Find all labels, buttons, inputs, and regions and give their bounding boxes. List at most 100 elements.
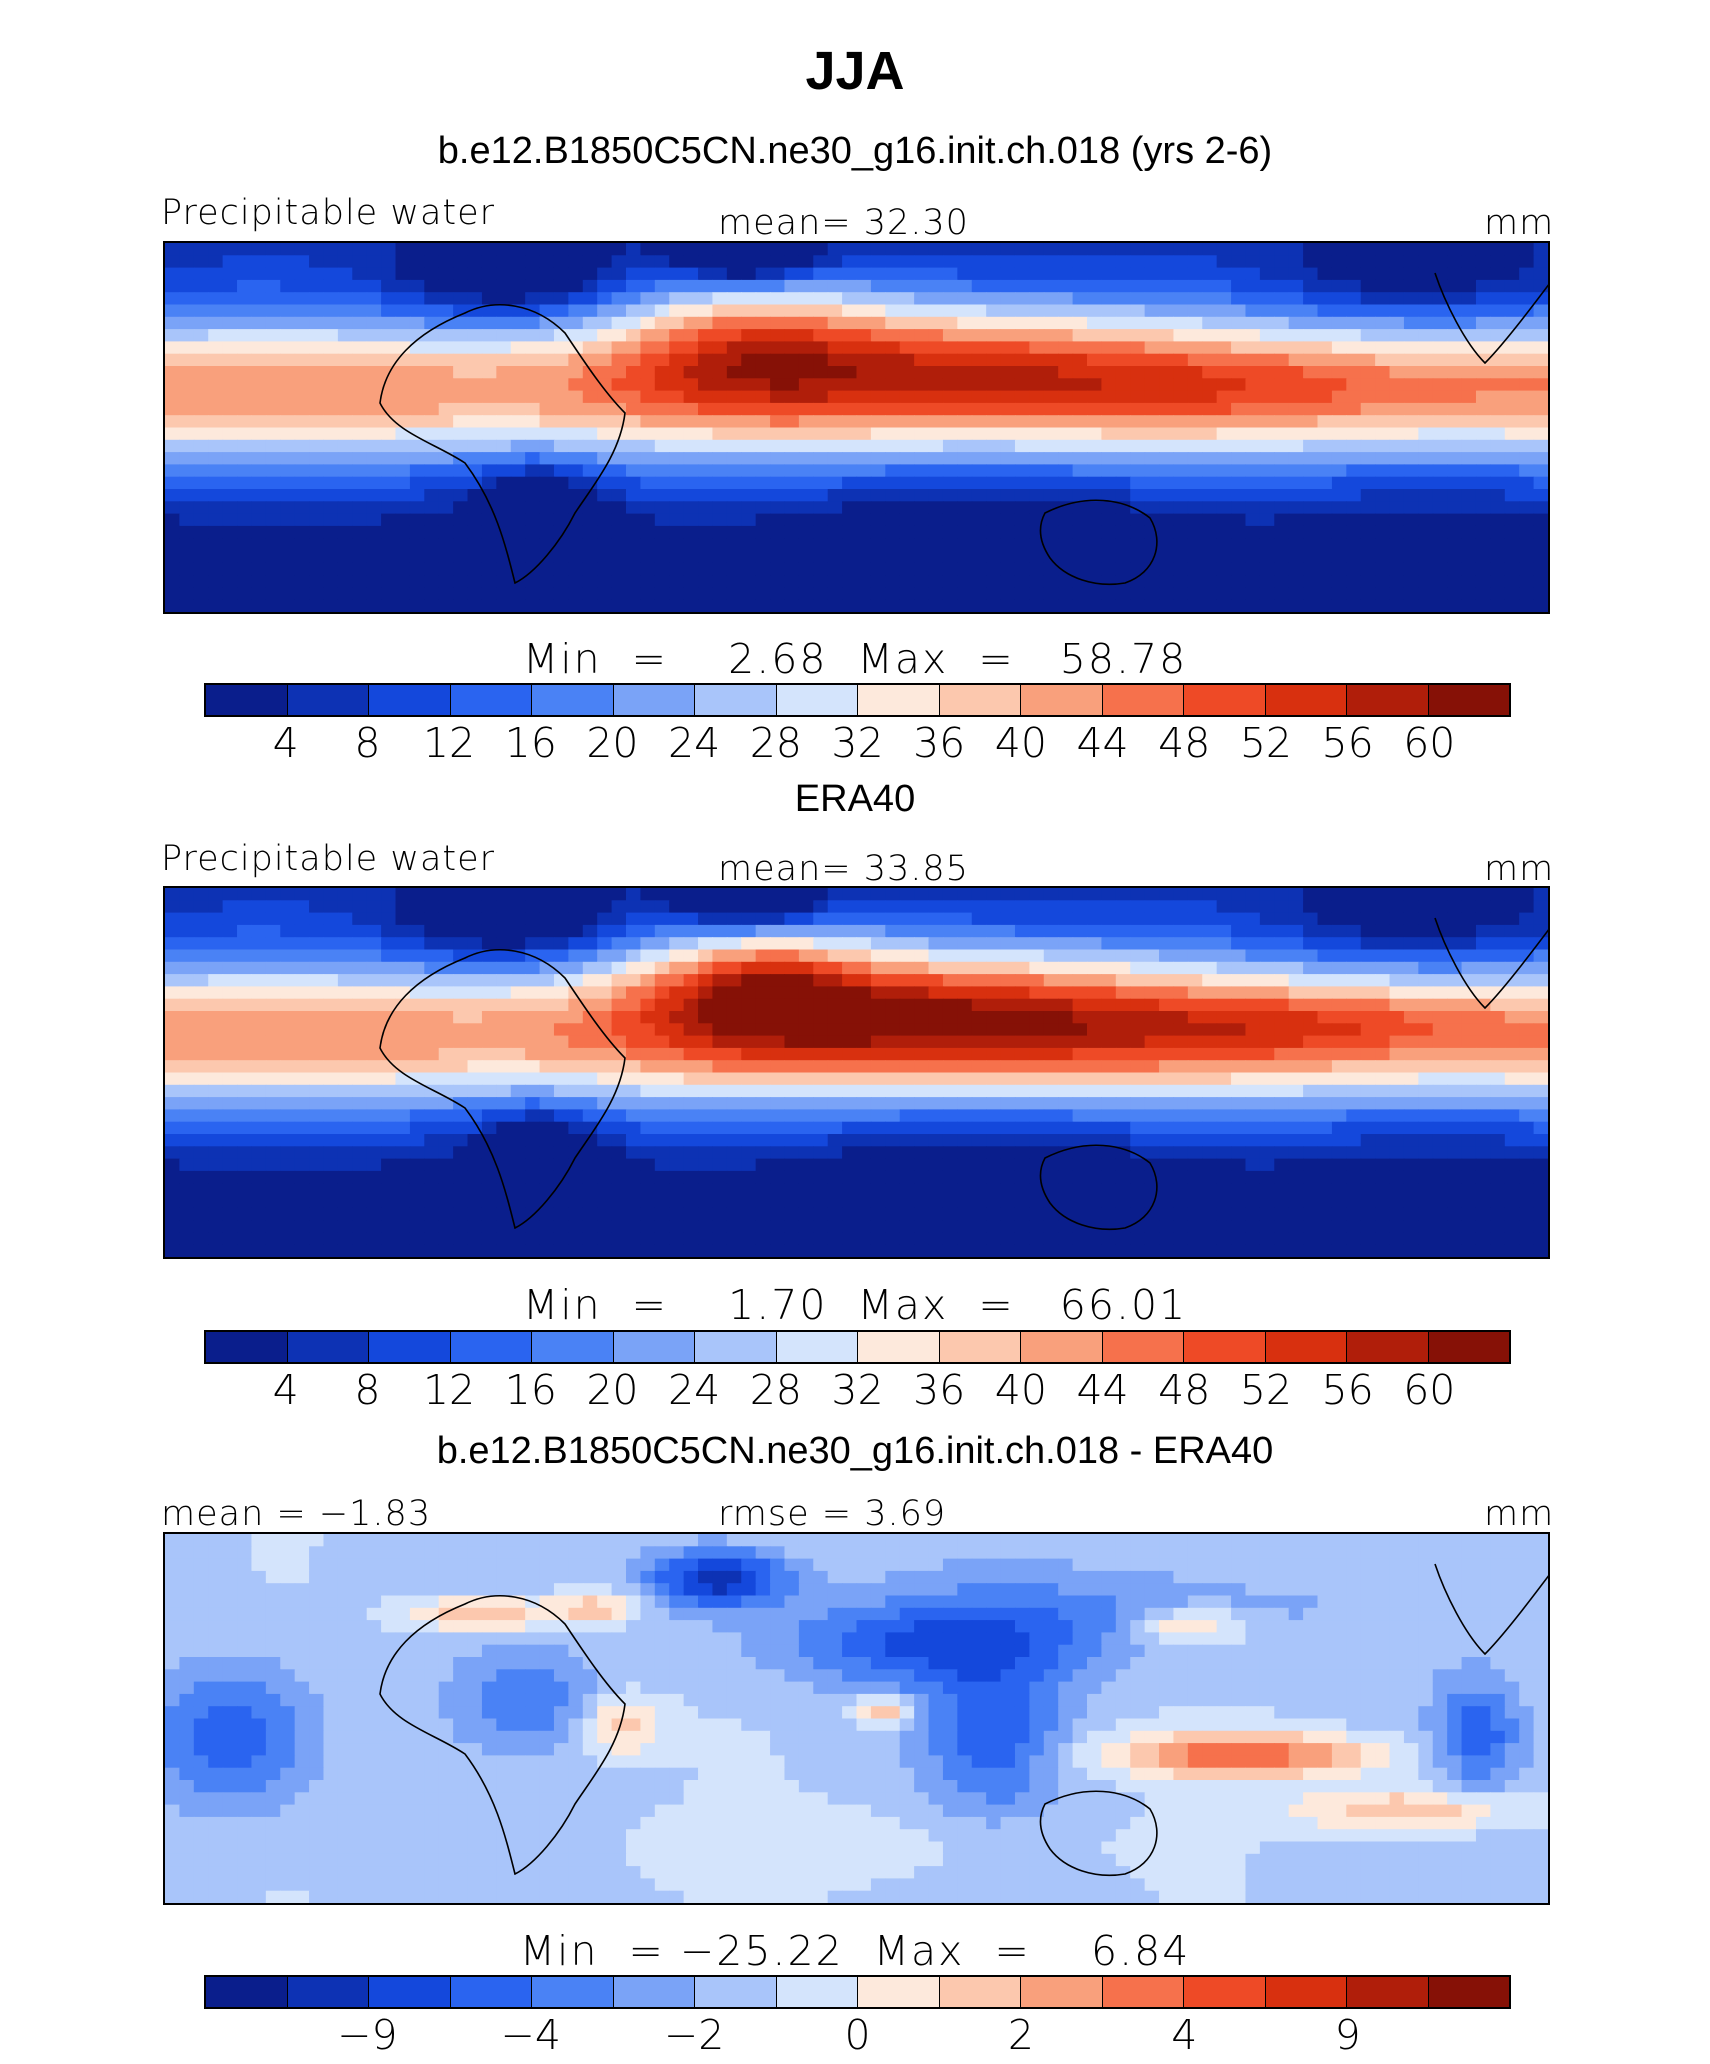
colorbar-box: [369, 1332, 451, 1362]
panel-3-mean-label: mean = −1.83: [161, 1494, 432, 1534]
colorbar-tick-label: 2: [1007, 2011, 1034, 2059]
colorbar-box: [532, 1332, 614, 1362]
colorbar-box: [858, 1977, 940, 2007]
panel-2-map: [163, 886, 1550, 1259]
colorbar-tick-label: −4: [500, 2011, 561, 2059]
colorbar-tick-label: 44: [1076, 719, 1129, 767]
colorbar-tick-label: 24: [668, 1366, 721, 1414]
colorbar-box: [1021, 1332, 1103, 1362]
colorbar-box: [287, 1332, 369, 1362]
colorbar-tick-label: 28: [749, 719, 802, 767]
colorbar-box: [695, 1332, 777, 1362]
colorbar-tick-label: 56: [1321, 1366, 1374, 1414]
colorbar-box: [1184, 1332, 1266, 1362]
panel-1-map: [163, 241, 1550, 614]
panel-2-colorbar-ticks: 4 8 12 16 20 24 28 32 36 40 44 48 52 56 60: [0, 1366, 1710, 1414]
colorbar-tick-label: 32: [831, 1366, 884, 1414]
colorbar-box: [695, 1977, 777, 2007]
colorbar-box: [1347, 1977, 1429, 2007]
colorbar-tick-label: 4: [1171, 2011, 1198, 2059]
colorbar-tick-label: 16: [504, 1366, 557, 1414]
colorbar-box: [206, 685, 288, 715]
colorbar-box: [939, 1332, 1021, 1362]
colorbar-box: [613, 685, 695, 715]
colorbar-tick-label: 12: [422, 719, 476, 767]
colorbar-tick-label: 32: [831, 719, 884, 767]
colorbar-box: [613, 1332, 695, 1362]
panel-1-stats: Min = 2.68 Max = 58.78: [522, 635, 1188, 683]
colorbar-box: [532, 685, 614, 715]
colorbar-box: [1265, 1977, 1347, 2007]
colorbar-box: [1102, 1977, 1184, 2007]
panel-1-colorbar-ticks: 4 8 12 16 20 24 28 32 36 40 44 48 52 56 60: [0, 719, 1710, 767]
colorbar-tick-label: 8: [354, 1366, 381, 1414]
colorbar-tick-label: 0: [844, 2011, 871, 2059]
colorbar-box: [1428, 1332, 1509, 1362]
colorbar-box: [450, 1977, 532, 2007]
colorbar-box: [695, 685, 777, 715]
colorbar-tick-label: 40: [994, 1366, 1047, 1414]
colorbar-box: [532, 1977, 614, 2007]
panel-3-colorbar: [204, 1975, 1511, 2009]
panel-2-stats: Min = 1.70 Max = 66.01: [522, 1281, 1188, 1329]
panel-2-units-label: mm: [1484, 849, 1555, 889]
colorbar-tick-label: 36: [913, 719, 966, 767]
panel-1-title: b.e12.B1850C5CN.ne30_g16.init.ch.018 (yr…: [437, 130, 1273, 172]
colorbar-box: [450, 1332, 532, 1362]
colorbar-tick-label: 56: [1321, 719, 1374, 767]
panel-2-variable-label: Precipitable water: [161, 839, 496, 879]
panel-1-units-label: mm: [1484, 203, 1555, 243]
colorbar-box: [939, 685, 1021, 715]
colorbar-tick-label: 40: [994, 719, 1047, 767]
colorbar-tick-label: 16: [504, 719, 557, 767]
colorbar-box: [1265, 685, 1347, 715]
colorbar-box: [206, 1977, 288, 2007]
colorbar-tick-label: 20: [586, 719, 639, 767]
panel-3-rmse-label: rmse = 3.69: [718, 1494, 947, 1534]
colorbar-box: [369, 685, 451, 715]
colorbar-tick-label: 9: [1334, 2011, 1361, 2059]
colorbar-tick-label: 4: [272, 1366, 299, 1414]
colorbar-tick-label: 44: [1076, 1366, 1129, 1414]
colorbar-box: [858, 685, 940, 715]
colorbar-tick-label: 60: [1403, 1366, 1456, 1414]
panel-2-mean-label: mean= 33.85: [718, 849, 969, 889]
panel-2-title: ERA40: [794, 778, 916, 820]
panel-2-contour-field: [165, 888, 1548, 1257]
colorbar-tick-label: 20: [586, 1366, 639, 1414]
colorbar-box: [1347, 1332, 1429, 1362]
colorbar-tick-label: 48: [1158, 1366, 1211, 1414]
colorbar-tick-label: 4: [272, 719, 299, 767]
figure-title: JJA: [805, 41, 905, 101]
colorbar-box: [776, 685, 858, 715]
colorbar-box: [287, 1977, 369, 2007]
colorbar-tick-label: 12: [422, 1366, 476, 1414]
colorbar-tick-label: 52: [1239, 1366, 1293, 1414]
panel-2-colorbar: [204, 1330, 1511, 1364]
panel-3-colorbar-ticks: −9 −4 −2 0 2 4 9: [0, 2011, 1710, 2059]
colorbar-box: [206, 1332, 288, 1362]
panel-1-variable-label: Precipitable water: [161, 193, 496, 233]
colorbar-box: [939, 1977, 1021, 2007]
colorbar-box: [1021, 1977, 1103, 2007]
colorbar-box: [1428, 1977, 1509, 2007]
colorbar-box: [1184, 1977, 1266, 2007]
panel-3-units-label: mm: [1484, 1494, 1555, 1534]
colorbar-box: [450, 685, 532, 715]
panel-1-mean-label: mean= 32.30: [718, 203, 969, 243]
panel-3-stats: Min = −25.22 Max = 6.84: [519, 1927, 1191, 1975]
colorbar-box: [1184, 685, 1266, 715]
colorbar-tick-label: −2: [663, 2011, 725, 2059]
colorbar-box: [1102, 685, 1184, 715]
colorbar-box: [287, 685, 369, 715]
colorbar-tick-label: 60: [1403, 719, 1456, 767]
panel-3-map: [163, 1532, 1550, 1905]
colorbar-box: [613, 1977, 695, 2007]
colorbar-box: [369, 1977, 451, 2007]
colorbar-tick-label: 36: [913, 1366, 966, 1414]
colorbar-box: [1102, 1332, 1184, 1362]
colorbar-box: [776, 1332, 858, 1362]
colorbar-box: [1347, 685, 1429, 715]
colorbar-tick-label: 24: [668, 719, 721, 767]
colorbar-tick-label: −9: [337, 2011, 398, 2059]
